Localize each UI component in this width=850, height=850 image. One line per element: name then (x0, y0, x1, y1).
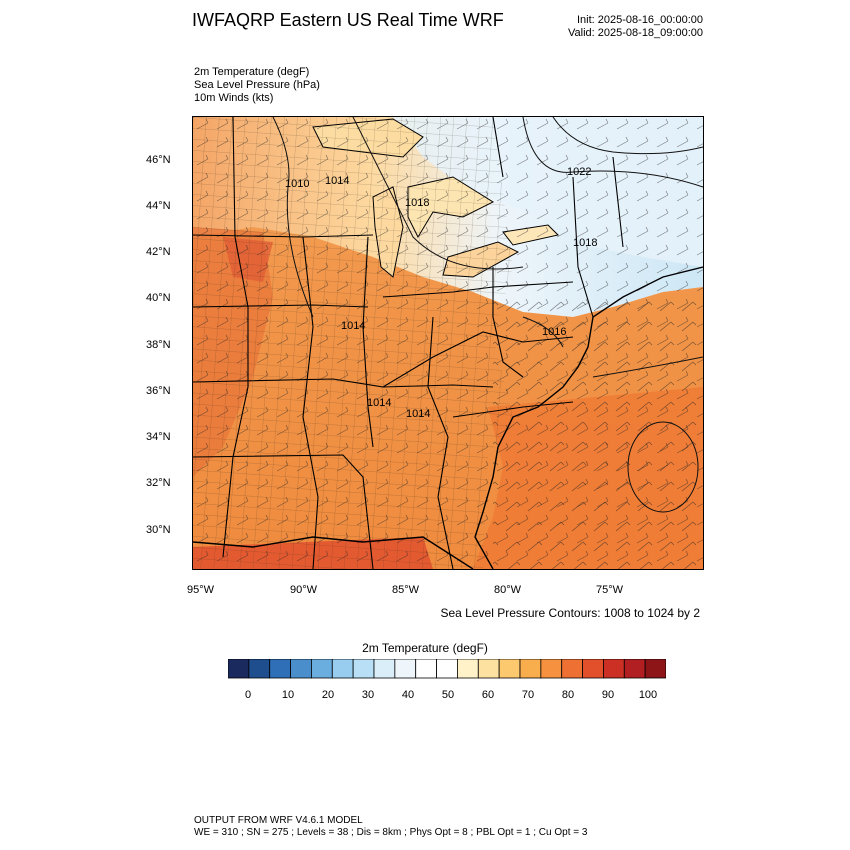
map-title: IWFAQRP Eastern US Real Time WRF (192, 10, 504, 30)
colorbar-swatch (561, 659, 583, 679)
colorbar-tick-label: 10 (281, 689, 295, 701)
colorbar-swatch (352, 659, 375, 679)
latitude-label: 40°N (146, 292, 171, 304)
colorbar-swatch (582, 659, 604, 679)
longitude-label: 80°W (494, 584, 522, 596)
model-config-footer: WE = 310 ; SN = 275 ; Levels = 38 ; Dis … (194, 827, 588, 838)
longitude-label: 95°W (187, 584, 215, 596)
colorbar-tick-label: 70 (521, 689, 535, 701)
wind-barbs-ocean (493, 297, 703, 569)
colorbar-tick-label: 80 (561, 689, 575, 701)
field-label-pressure: Sea Level Pressure (hPa) (194, 79, 320, 91)
longitude-label: 75°W (596, 584, 624, 596)
colorbar-swatch (269, 659, 291, 679)
field-label-winds: 10m Winds (kts) (194, 92, 274, 104)
colorbar-tick-label: 20 (321, 689, 335, 701)
colorbar-tick-label: 40 (401, 689, 415, 701)
colorbar-swatch (248, 659, 271, 679)
colorbar (228, 659, 666, 679)
colorbar-tick-label: 90 (601, 689, 615, 701)
colorbar-swatch (603, 659, 625, 679)
pressure-label-layer: 1010 1014 1018 1022 1018 1014 1016 1014 1014 (285, 166, 597, 420)
latitude-label: 46°N (146, 154, 171, 166)
colorbar-tick-label: 50 (441, 689, 455, 701)
state-boundaries (193, 117, 624, 569)
colorbar-swatch (415, 659, 437, 679)
colorbar-swatch (498, 659, 521, 679)
latitude-label: 38°N (146, 339, 171, 351)
pressure-contour-label: 1014 (367, 397, 391, 409)
pressure-contour-label: 1016 (542, 326, 566, 338)
map-panel: 1010 1014 1018 1022 1018 1014 1016 1014 1014 (192, 116, 704, 570)
colorbar-title: 2m Temperature (degF) (362, 641, 488, 655)
pressure-contour-label: 1018 (405, 197, 429, 209)
latitude-label: 44°N (146, 200, 171, 212)
valid-time: Valid: 2025-08-18_09:00:00 (568, 27, 703, 39)
colorbar-swatch (623, 659, 646, 679)
atlantic-coastline (474, 266, 703, 569)
colorbar-swatch (373, 659, 396, 679)
colorbar-swatch (228, 659, 250, 679)
pressure-contour-label: 1014 (406, 408, 430, 420)
slp-contour-note: Sea Level Pressure Contours: 1008 to 102… (440, 606, 701, 620)
pressure-contour-label: 1014 (341, 320, 365, 332)
latitude-label: 36°N (146, 385, 171, 397)
colorbar-swatch (519, 659, 542, 679)
latitude-label: 32°N (146, 477, 171, 489)
pressure-contour-label: 1010 (285, 178, 309, 190)
pressure-contours (272, 117, 703, 513)
latitude-label: 30°N (146, 524, 171, 536)
pressure-contour-label: 1022 (567, 166, 591, 178)
pressure-contour-label: 1018 (573, 237, 597, 249)
colorbar-swatch (290, 659, 312, 679)
colorbar-swatch (436, 659, 458, 679)
latitude-label: 42°N (146, 246, 171, 258)
colorbar-tick-label: 0 (244, 689, 252, 701)
colorbar-swatch (394, 659, 417, 679)
colorbar-swatch (457, 659, 479, 679)
model-footer: OUTPUT FROM WRF V4.6.1 MODEL (194, 815, 363, 826)
init-time: Init: 2025-08-16_00:00:00 (577, 14, 703, 26)
field-label-temperature: 2m Temperature (degF) (194, 66, 310, 78)
colorbar-swatch (311, 659, 333, 679)
colorbar-tick-label: 30 (361, 689, 375, 701)
colorbar-tick-label: 100 (638, 689, 658, 701)
colorbar-swatch (331, 659, 354, 679)
colorbar-swatch (644, 659, 666, 679)
colorbar-swatch (477, 659, 500, 679)
latitude-label: 34°N (146, 431, 171, 443)
colorbar-tick-label: 60 (481, 689, 495, 701)
colorbar-swatch (540, 659, 563, 679)
longitude-label: 90°W (290, 584, 318, 596)
longitude-label: 85°W (392, 584, 420, 596)
gulf-coastline (193, 536, 474, 569)
pressure-contour-label: 1014 (325, 175, 349, 187)
